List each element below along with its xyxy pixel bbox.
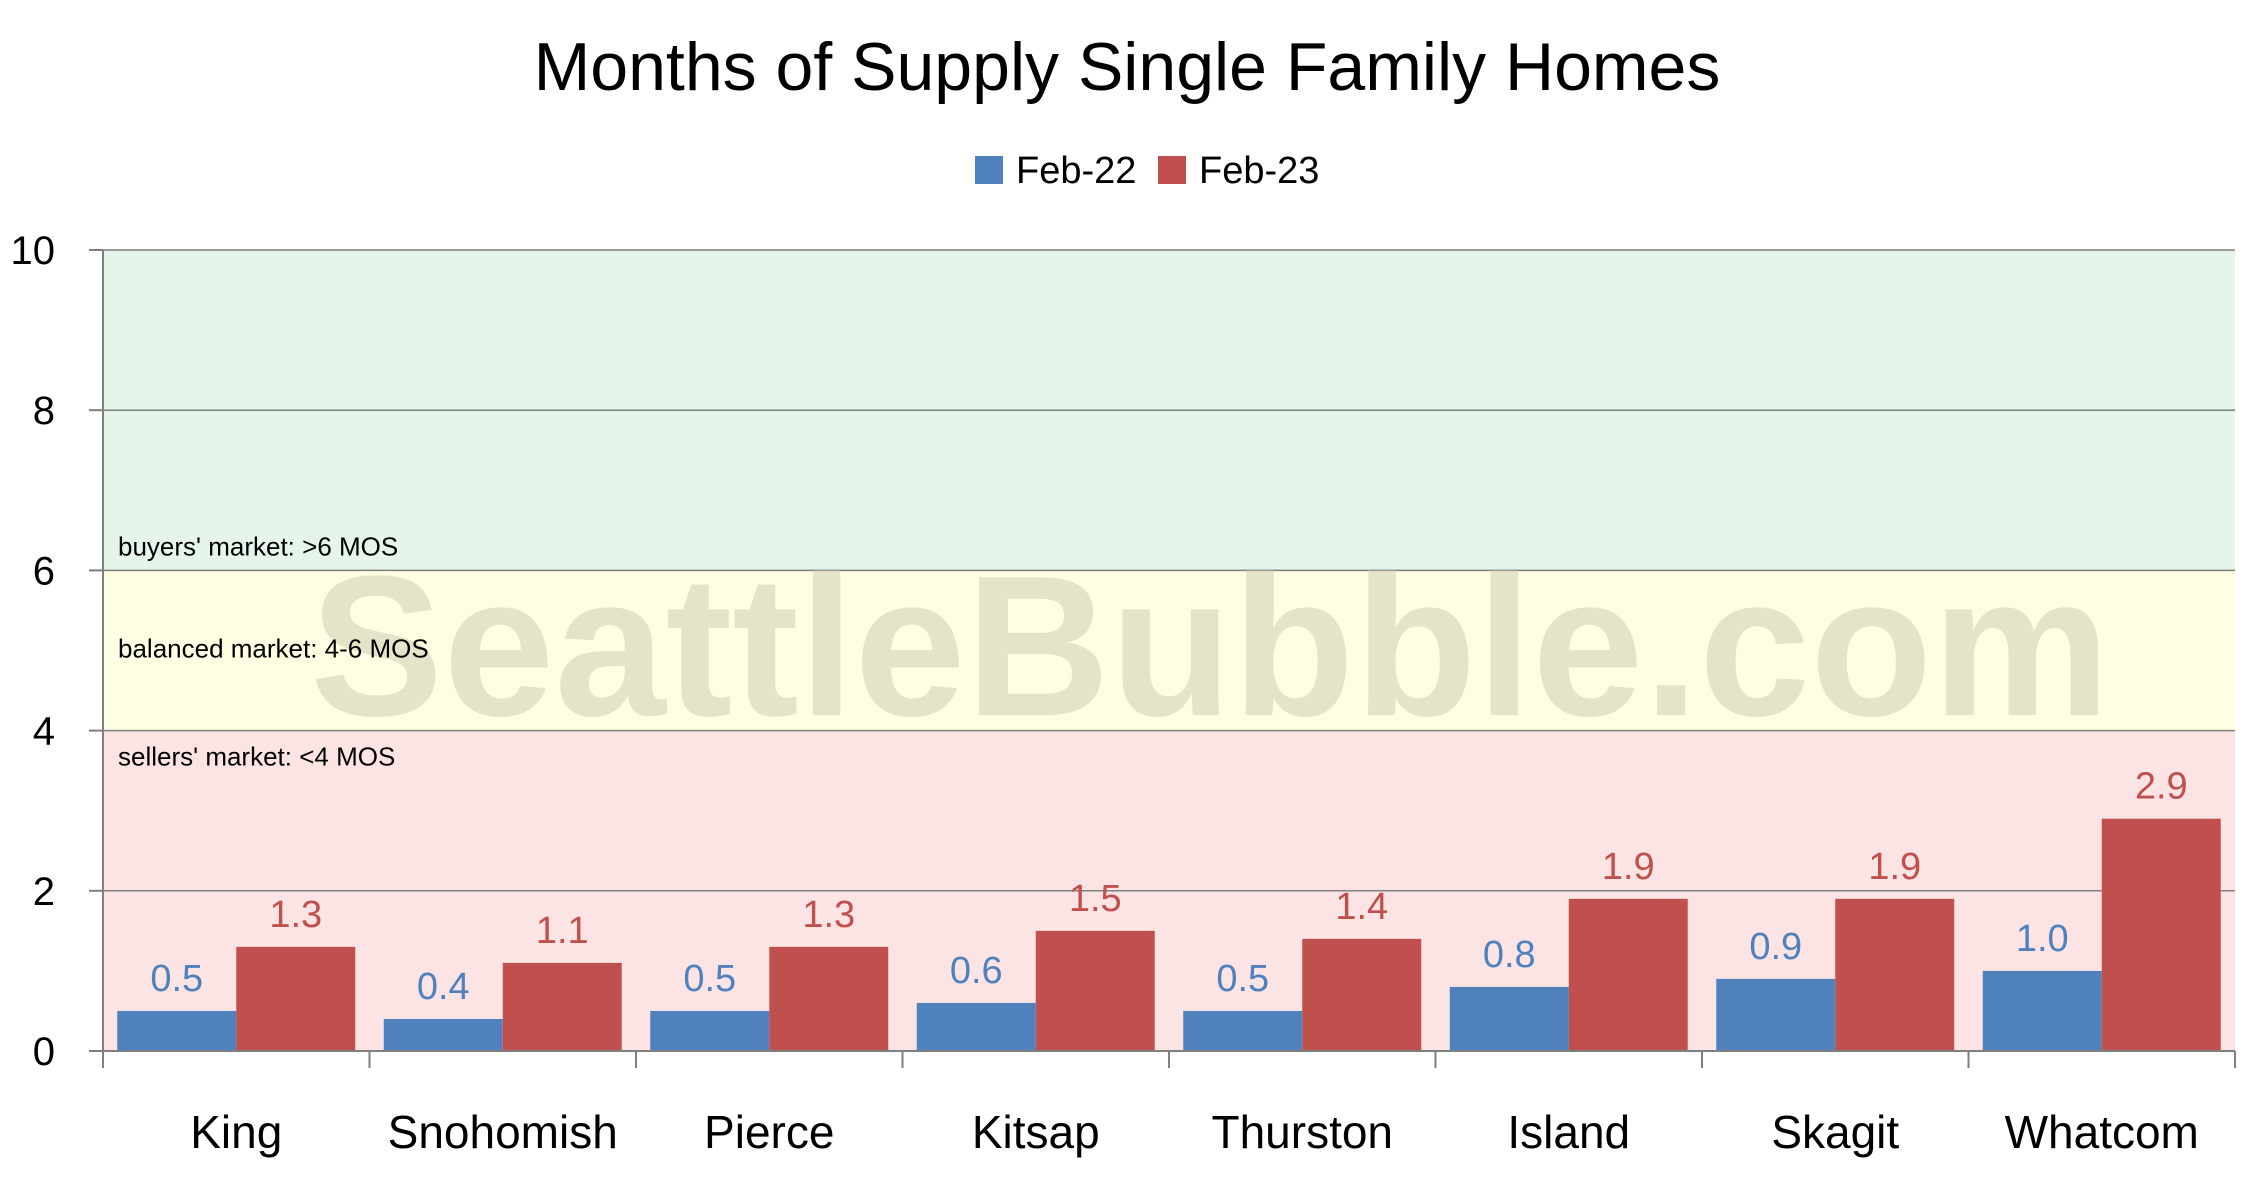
bar-feb-23-kitsap: [1035, 930, 1155, 1051]
bar-feb-23-skagit: [1835, 898, 1955, 1051]
legend-swatch-feb-22: [975, 156, 1003, 184]
zone-label-0: sellers' market: <4 MOS: [118, 742, 395, 772]
bar-feb-22-skagit: [1716, 978, 1836, 1051]
x-category-label-thurston: Thurston: [1211, 1106, 1393, 1158]
data-label-feb-22-king: 0.5: [150, 958, 203, 1000]
bar-feb-23-whatcom: [2101, 818, 2221, 1051]
data-label-feb-23-pierce: 1.3: [802, 894, 855, 936]
zone-labels: sellers' market: <4 MOS balanced market: …: [118, 531, 429, 771]
data-label-feb-23-whatcom: 2.9: [2135, 766, 2188, 808]
data-label-feb-22-pierce: 0.5: [683, 958, 736, 1000]
zone-label-1: balanced market: 4-6 MOS: [118, 633, 429, 663]
data-label-feb-22-whatcom: 1.0: [2016, 918, 2069, 960]
data-label-feb-22-snohomish: 0.4: [417, 966, 470, 1008]
x-category-label-king: King: [190, 1106, 282, 1158]
bars: [117, 818, 2221, 1051]
x-category-labels: King Snohomish Pierce Kitsap Thurston Island S…: [190, 1106, 2199, 1158]
y-tick-label-0: 0: [33, 1030, 55, 1074]
x-category-label-island: Island: [1507, 1106, 1630, 1158]
y-tick-label-5: 10: [11, 229, 56, 273]
x-category-label-skagit: Skagit: [1771, 1106, 1899, 1158]
data-label-feb-23-skagit: 1.9: [1868, 846, 1921, 888]
chart-title: Months of Supply Single Family Homes: [534, 29, 1721, 105]
bar-feb-22-king: [117, 1010, 237, 1051]
x-category-label-snohomish: Snohomish: [388, 1106, 618, 1158]
bar-feb-22-thurston: [1183, 1010, 1303, 1051]
bar-feb-23-king: [236, 946, 356, 1051]
y-tick-label-3: 6: [33, 549, 55, 593]
x-category-label-pierce: Pierce: [704, 1106, 834, 1158]
bar-feb-22-pierce: [650, 1010, 770, 1051]
data-label-feb-23-kitsap: 1.5: [1069, 878, 1122, 920]
legend-label-feb-22: Feb-22: [1016, 150, 1136, 192]
data-label-feb-22-thurston: 0.5: [1216, 958, 1269, 1000]
data-label-feb-23-snohomish: 1.1: [536, 910, 589, 952]
x-category-label-kitsap: Kitsap: [972, 1106, 1100, 1158]
data-label-feb-22-skagit: 0.9: [1749, 926, 1802, 968]
bar-feb-23-thurston: [1302, 938, 1422, 1051]
bar-feb-22-island: [1449, 986, 1569, 1051]
legend: Feb-22 Feb-23: [975, 150, 1319, 192]
data-label-feb-23-island: 1.9: [1602, 846, 1655, 888]
data-label-feb-22-kitsap: 0.6: [950, 950, 1003, 992]
bar-feb-22-whatcom: [1982, 970, 2102, 1051]
gridlines: [103, 249, 2235, 892]
zone-label-2: buyers' market: >6 MOS: [118, 531, 398, 561]
y-tick-labels: 0 2 4 6 8 10: [11, 229, 56, 1074]
bar-feb-23-snohomish: [502, 962, 622, 1051]
x-category-label-whatcom: Whatcom: [2005, 1106, 2199, 1158]
axes: [89, 249, 2236, 1068]
y-tick-label-2: 4: [33, 710, 55, 754]
legend-swatch-feb-23: [1158, 156, 1186, 184]
data-label-feb-23-king: 1.3: [269, 894, 322, 936]
bar-feb-23-pierce: [769, 946, 889, 1051]
data-label-feb-22-island: 0.8: [1483, 934, 1536, 976]
bar-feb-22-kitsap: [916, 1002, 1036, 1051]
y-tick-label-1: 2: [33, 870, 55, 914]
data-label-feb-23-thurston: 1.4: [1335, 886, 1388, 928]
data-labels: 0.5 0.4 0.5 0.6 0.5 0.8 0.9 1.0 1.3 1.1 1.3 1.5 1.4 1…: [150, 766, 2187, 1008]
legend-label-feb-23: Feb-23: [1199, 150, 1319, 192]
y-tick-label-4: 8: [33, 389, 55, 433]
zone-1: [103, 570, 2235, 731]
bar-feb-22-snohomish: [383, 1018, 503, 1051]
watermark: SeattleBubble.com: [310, 535, 2110, 758]
bar-feb-23-island: [1568, 898, 1688, 1051]
